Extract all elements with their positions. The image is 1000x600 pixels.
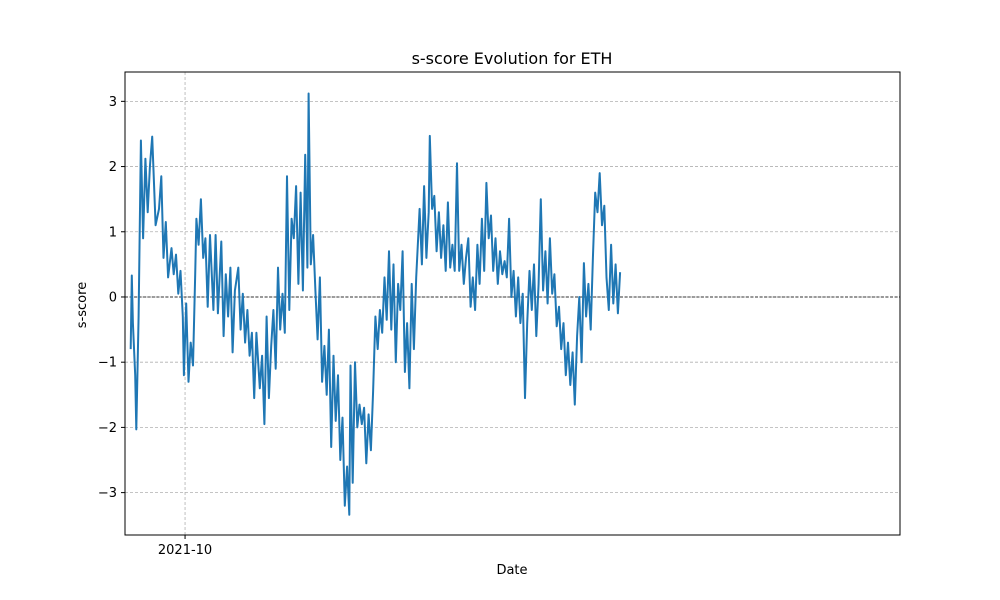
x-axis-label: Date: [496, 563, 527, 578]
y-axis-ticks: −3 −2 −1 0 1 2 3: [98, 95, 125, 501]
y-tick-label: 1: [109, 225, 117, 240]
y-tick-label: 2: [109, 160, 117, 175]
y-axis-label: s-score: [75, 282, 90, 328]
chart-title: s-score Evolution for ETH: [412, 49, 613, 68]
y-tick-label: 0: [109, 290, 117, 305]
x-axis-ticks: 2021-10: [158, 535, 212, 558]
y-tick-label: 3: [109, 95, 117, 110]
series-line-eth: [129, 92, 622, 516]
x-tick-label: 2021-10: [158, 543, 212, 558]
y-tick-label: −3: [98, 486, 117, 501]
plot-frame: [124, 71, 901, 536]
y-tick-label: −2: [98, 421, 117, 436]
y-tick-label: −1: [98, 356, 117, 371]
